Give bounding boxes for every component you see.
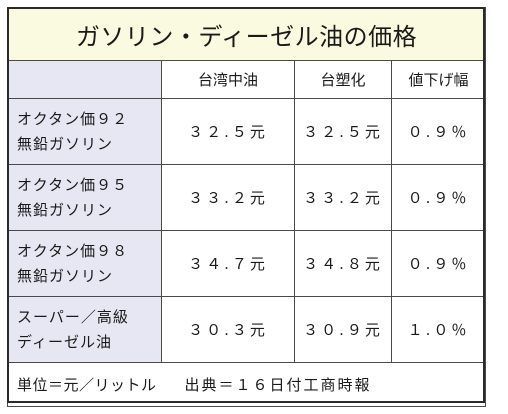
header-row: 台湾中油 台塑化 値下げ幅 [7, 60, 487, 99]
price-cpc: ３０.３元 [161, 296, 295, 363]
price-fpcc: ３２.５元 [294, 98, 392, 165]
row-label-line1: スーパー／高級 [17, 307, 129, 326]
row-label: オクタン価９２ 無鉛ガソリン [7, 98, 162, 165]
table-row: オクタン価９５ 無鉛ガソリン ３３.２元 ３３.２元 ０.９％ [7, 164, 487, 231]
price-cut: ０.９％ [390, 164, 487, 231]
row-label-line1: オクタン価９２ [17, 109, 129, 128]
table-title: ガソリン・ディーゼル油の価格 [6, 7, 487, 61]
source-note: 出典＝１６日付工商時報 [184, 376, 372, 394]
row-label-line1: オクタン価９８ [17, 241, 129, 260]
table-footer: 単位＝元／リットル 出典＝１６日付工商時報 [6, 362, 487, 407]
fuel-price-table: ガソリン・ディーゼル油の価格 台湾中油 台塑化 値下げ幅 オクタン価９２ 無鉛ガ… [6, 7, 487, 407]
price-cpc: ３３.２元 [161, 164, 295, 231]
column-header-price-cut: 値下げ幅 [390, 60, 487, 99]
row-label: オクタン価９５ 無鉛ガソリン [7, 164, 162, 231]
price-cpc: ３２.５元 [161, 98, 295, 165]
table-row: オクタン価９８ 無鉛ガソリン ３４.７元 ３４.８元 ０.９％ [7, 230, 487, 297]
price-cut: ０.９％ [390, 230, 487, 297]
table-row: オクタン価９２ 無鉛ガソリン ３２.５元 ３２.５元 ０.９％ [7, 98, 487, 165]
row-label-line2: ディーゼル油 [17, 332, 112, 351]
table-outer-border [7, 7, 485, 403]
price-cpc: ３４.７元 [161, 230, 295, 297]
row-label: オクタン価９８ 無鉛ガソリン [7, 230, 162, 297]
row-label-line2: 無鉛ガソリン [17, 266, 114, 285]
unit-note: 単位＝元／リットル [17, 376, 157, 394]
price-cut: １.０％ [390, 296, 487, 363]
row-label-line2: 無鉛ガソリン [17, 134, 114, 153]
price-fpcc: ３３.２元 [294, 164, 392, 231]
price-cut: ０.９％ [390, 98, 487, 165]
column-header-cpc: 台湾中油 [161, 60, 295, 99]
row-label-line2: 無鉛ガソリン [17, 200, 114, 219]
row-label-line1: オクタン価９５ [17, 175, 129, 194]
table-row: スーパー／高級 ディーゼル油 ３０.３元 ３０.９元 １.０％ [7, 296, 487, 363]
price-fpcc: ３０.９元 [294, 296, 392, 363]
